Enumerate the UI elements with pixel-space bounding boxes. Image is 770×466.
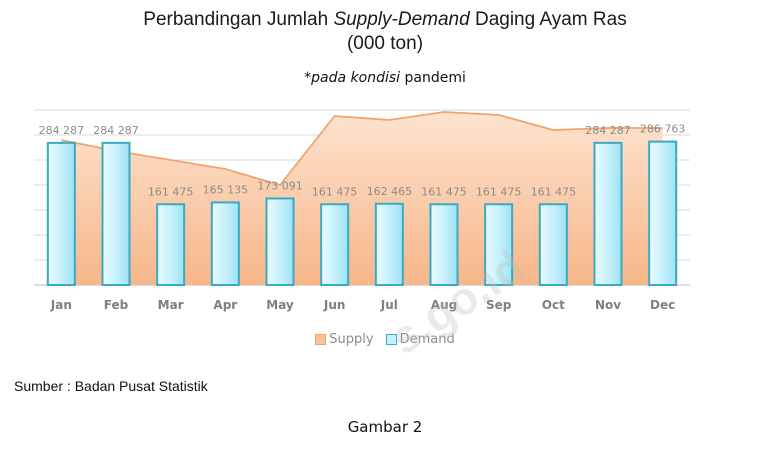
- note-prefix: *: [304, 70, 312, 86]
- chart-title: Perbandingan Jumlah Supply-Demand Daging…: [0, 9, 770, 31]
- data-label: 161 475: [421, 185, 467, 198]
- x-tick-label: Dec: [650, 298, 675, 312]
- title-plain: Perbandingan Jumlah: [143, 9, 334, 30]
- legend-item-demand: Demand: [385, 332, 455, 347]
- x-tick-label: Aug: [431, 298, 457, 312]
- x-tick-label: Jan: [50, 298, 72, 312]
- demand-bar: [538, 203, 568, 286]
- data-label: 284 287: [39, 124, 85, 137]
- data-label: 161 475: [531, 185, 577, 198]
- legend-item-supply: Supply: [315, 332, 374, 347]
- legend-label-demand: Demand: [399, 332, 455, 347]
- data-label: 284 287: [585, 124, 631, 137]
- x-tick-label: Sep: [486, 298, 512, 312]
- x-tick-label: Mar: [158, 298, 184, 312]
- supply-series: [61, 111, 663, 285]
- x-tick-label: Jul: [380, 298, 398, 312]
- figure-caption: Gambar 2: [347, 418, 423, 436]
- x-tick-label: Apr: [213, 298, 237, 312]
- supply-area: [61, 112, 663, 285]
- data-label: 286 763: [640, 123, 686, 136]
- demand-series: [46, 140, 678, 286]
- x-tick-label: Jun: [323, 298, 346, 312]
- x-tick-label: Feb: [104, 298, 129, 312]
- legend-swatch-demand: [385, 334, 397, 345]
- demand-bar: [156, 203, 186, 286]
- note-rest: pandemi: [400, 70, 466, 86]
- data-label: 165 135: [203, 183, 249, 196]
- chart-note: *pada kondisi pandemi: [0, 70, 770, 86]
- legend-label-supply: Supply: [329, 332, 374, 347]
- data-label: 162 465: [367, 185, 413, 198]
- demand-bar: [484, 203, 514, 286]
- data-label: 161 475: [476, 185, 522, 198]
- title-italic: Supply-Demand: [333, 9, 470, 30]
- demand-bar: [101, 141, 131, 286]
- demand-bar: [320, 203, 350, 286]
- legend: Supply Demand: [0, 332, 770, 347]
- data-label: 161 475: [148, 185, 194, 198]
- note-italic: pada kondisi: [311, 70, 401, 86]
- title-rest: Daging Ayam Ras: [469, 9, 627, 30]
- data-label: 173 091: [257, 179, 303, 192]
- x-tick-label: May: [266, 298, 294, 312]
- x-tick-label: Oct: [542, 298, 565, 312]
- chart-subtitle: (000 ton): [346, 33, 424, 54]
- data-label: 161 475: [312, 185, 358, 198]
- demand-bar: [46, 141, 76, 286]
- data-labels: 284 287 284 287 161 475 165 135 173 091 161 4…: [39, 123, 686, 199]
- demand-bar: [593, 141, 623, 286]
- chart-plot: 284 287 284 287 161 475 165 135 173 091 161 4…: [34, 109, 690, 312]
- source-note: Sumber : Badan Pusat Statistik: [14, 378, 208, 394]
- demand-bar: [265, 197, 295, 286]
- demand-bar: [648, 140, 678, 286]
- legend-swatch-supply: [315, 334, 327, 345]
- demand-bar: [429, 203, 459, 286]
- x-axis-ticks: Jan Feb Mar Apr May Jun Jul Aug Sep Oct Nov Dec: [50, 298, 675, 312]
- supply-line: [61, 111, 663, 187]
- demand-bar: [210, 201, 240, 286]
- data-label: 284 287: [93, 124, 139, 137]
- demand-bar: [374, 202, 404, 286]
- x-tick-label: Nov: [595, 298, 621, 312]
